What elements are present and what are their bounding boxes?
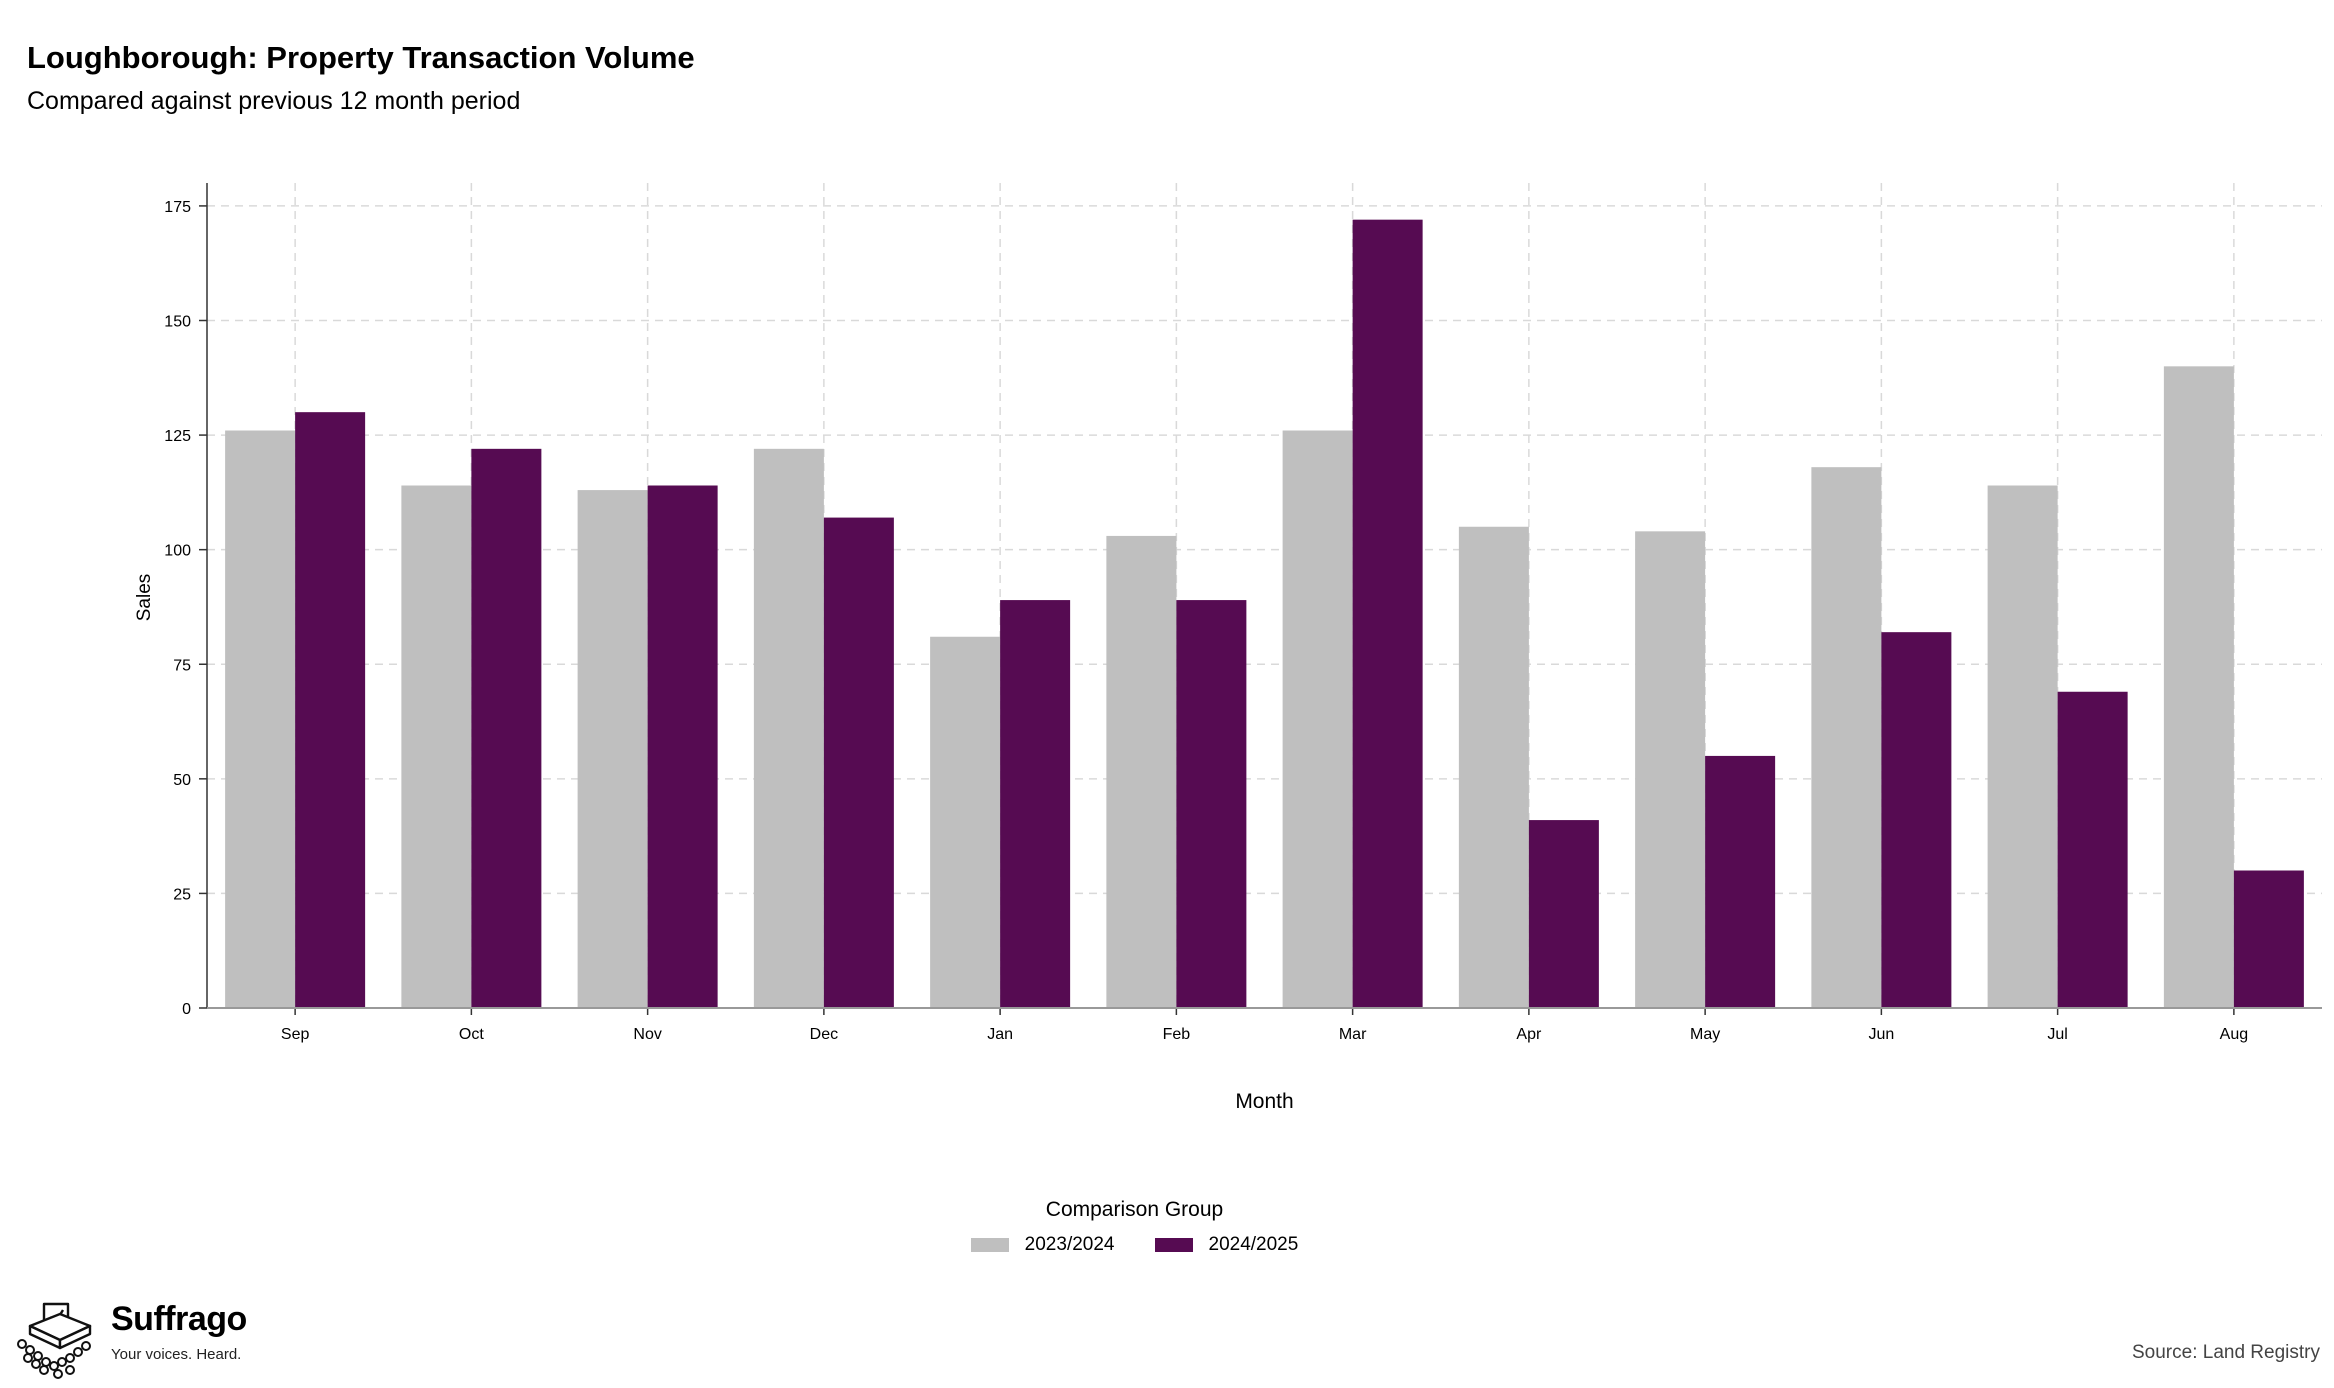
chart-title: Loughborough: Property Transaction Volum… (27, 40, 695, 75)
x-tick-label: Apr (1516, 1026, 1542, 1043)
bar-2023-2024-nov (577, 490, 648, 1008)
x-tick-label: Sep (281, 1026, 310, 1043)
x-tick-label: Oct (459, 1026, 484, 1043)
bar-2024-2025-jan (1000, 600, 1071, 1008)
y-tick-label: 100 (164, 543, 191, 560)
legend-label: 2024/2025 (1208, 1234, 1299, 1255)
legend-swatch (1154, 1238, 1193, 1252)
x-axis-title: Month (1235, 1090, 1293, 1113)
ballot-box-icon (17, 1302, 92, 1379)
y-tick-label: 125 (164, 428, 191, 445)
bar-2024-2025-jul (2057, 691, 2128, 1008)
y-tick-label: 25 (173, 886, 191, 903)
bar-2024-2025-aug (2233, 870, 2304, 1008)
bar-2023-2024-jan (930, 636, 1001, 1008)
bar-2023-2024-mar (1282, 430, 1353, 1008)
y-tick-label: 150 (164, 314, 191, 331)
legend-swatch (970, 1238, 1009, 1252)
brand-tagline: Your voices. Heard. (111, 1346, 242, 1363)
bar-2023-2024-oct (401, 485, 472, 1008)
x-tick-label: May (1690, 1026, 1720, 1043)
bar-2023-2024-feb (1106, 535, 1177, 1008)
bar-2024-2025-mar (1352, 219, 1423, 1008)
bars (225, 219, 2304, 1009)
legend-item-2023-2024: 2023/2024 (970, 1234, 1115, 1256)
x-tick-label: Aug (2220, 1026, 2248, 1043)
brand-logo: Suffrago Your voices. Heard. (14, 1292, 247, 1387)
x-tick-label: Feb (1163, 1026, 1191, 1043)
legend-title: Comparison Group (1045, 1198, 1224, 1221)
bar-2024-2025-apr (1528, 820, 1599, 1008)
legend-label: 2023/2024 (1024, 1234, 1115, 1255)
bar-2023-2024-aug (2163, 366, 2234, 1008)
y-tick-label: 175 (164, 199, 191, 216)
axis-labels: 0 25 50 75 100 125 150 175 Sep Oct Nov Dec Jan Feb Mar… (134, 199, 2248, 1113)
x-tick-label: Mar (1339, 1026, 1367, 1043)
bar-2024-2025-jun (1881, 632, 1952, 1008)
bar-2023-2024-sep (225, 430, 296, 1008)
bar-2024-2025-feb (1176, 600, 1247, 1008)
chart-subtitle: Compared against previous 12 month perio… (27, 87, 521, 115)
x-tick-label: Jan (987, 1026, 1013, 1043)
bar-2023-2024-jun (1811, 467, 1882, 1009)
bar-2023-2024-apr (1458, 526, 1529, 1008)
bar-2024-2025-dec (823, 517, 894, 1008)
bar-2023-2024-may (1635, 531, 1706, 1008)
y-tick-label: 75 (173, 657, 191, 674)
y-axis-title: Sales (134, 574, 155, 622)
y-tick-label: 0 (182, 1001, 191, 1018)
bar-2024-2025-nov (647, 485, 718, 1008)
axes (199, 183, 2322, 1015)
x-tick-label: Jul (2047, 1026, 2067, 1043)
y-tick-label: 50 (173, 772, 191, 789)
x-tick-label: Nov (633, 1026, 661, 1043)
bar-chart: 0 25 50 75 100 125 150 175 Sep Oct Nov Dec Jan Feb Mar… (134, 183, 2322, 1113)
bar-2023-2024-jul (1987, 485, 2058, 1008)
bar-2024-2025-may (1705, 755, 1776, 1008)
brand-name: Suffrago (111, 1300, 247, 1338)
bar-2024-2025-sep (295, 412, 366, 1009)
bar-2023-2024-dec (753, 448, 824, 1008)
source-note: Source: Land Registry (2132, 1342, 2320, 1363)
legend-item-2024-2025: 2024/2025 (1154, 1234, 1299, 1256)
legend: Comparison Group 2023/2024 2024/2025 (0, 1198, 2334, 1256)
x-tick-label: Jun (1868, 1026, 1894, 1043)
x-tick-label: Dec (810, 1026, 838, 1043)
bar-2024-2025-oct (471, 448, 542, 1008)
